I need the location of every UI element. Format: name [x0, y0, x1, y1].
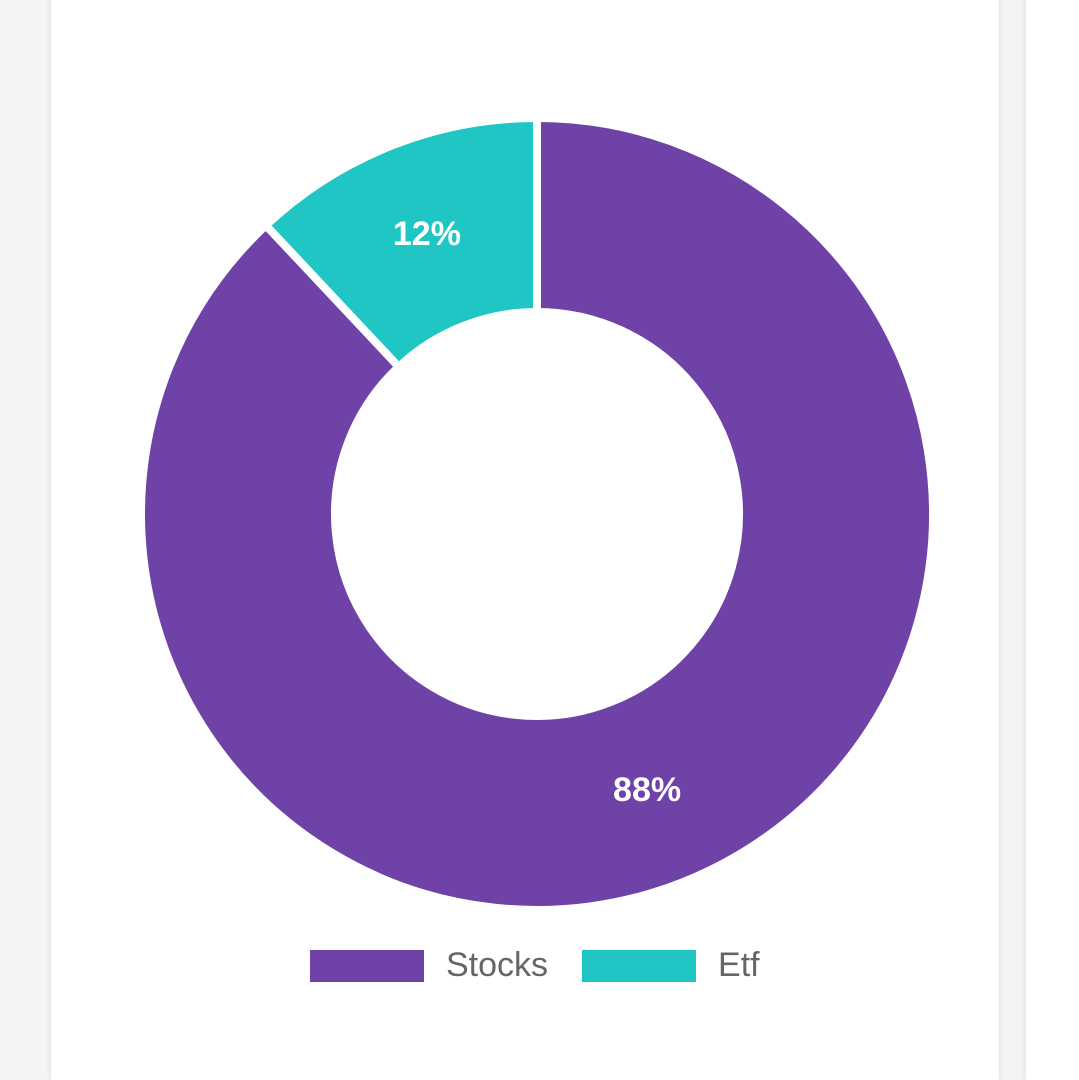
legend-swatch-etf	[582, 949, 697, 982]
adjacent-card-edge	[1026, 0, 1079, 1080]
data-label-stocks: 88%	[613, 771, 681, 809]
legend-item-stocks[interactable]: Stocks	[310, 946, 548, 985]
legend-label-etf: Etf	[718, 946, 760, 984]
slice-stocks[interactable]	[137, 114, 937, 914]
legend-label-stocks: Stocks	[446, 946, 549, 984]
chart-legend: Stocks Etf	[310, 946, 794, 985]
slice-etf[interactable]	[261, 114, 541, 371]
legend-item-etf[interactable]: Etf	[582, 946, 760, 985]
legend-swatch-stocks	[310, 949, 424, 982]
data-label-etf: 12%	[393, 215, 461, 253]
